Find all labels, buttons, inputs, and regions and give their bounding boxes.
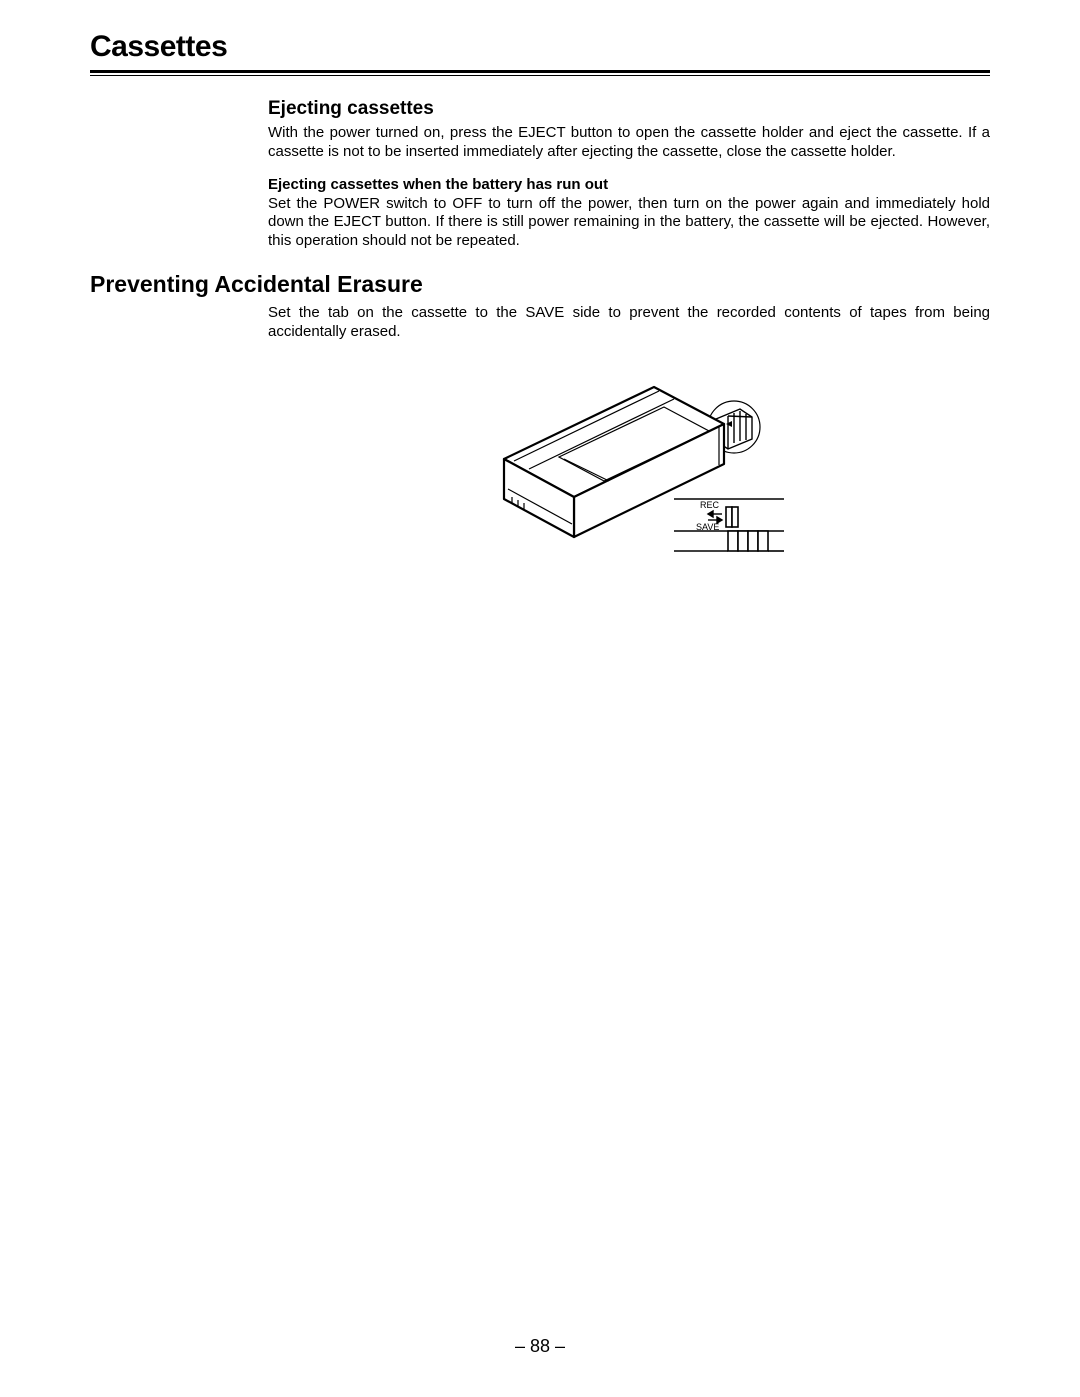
title-rule — [90, 70, 990, 76]
label-rec: REC — [700, 500, 720, 510]
para-ejecting-1: With the power turned on, press the EJEC… — [268, 124, 990, 162]
page-number: – 88 – — [0, 1336, 1080, 1357]
cassette-figure: REC SAVE — [268, 369, 990, 599]
para-ejecting-2: Set the POWER switch to OFF to turn off … — [268, 195, 990, 251]
cassette-svg: REC SAVE — [464, 369, 794, 599]
section-ejecting: Ejecting cassettes With the power turned… — [268, 98, 990, 251]
heading-battery-out: Ejecting cassettes when the battery has … — [268, 176, 990, 193]
section-preventing: Set the tab on the cassette to the SAVE … — [268, 304, 990, 600]
para-preventing-1: Set the tab on the cassette to the SAVE … — [268, 304, 990, 342]
heading-ejecting: Ejecting cassettes — [268, 98, 990, 120]
heading-preventing-erasure: Preventing Accidental Erasure — [90, 271, 990, 298]
label-save: SAVE — [696, 522, 719, 532]
page-title: Cassettes — [90, 30, 990, 64]
